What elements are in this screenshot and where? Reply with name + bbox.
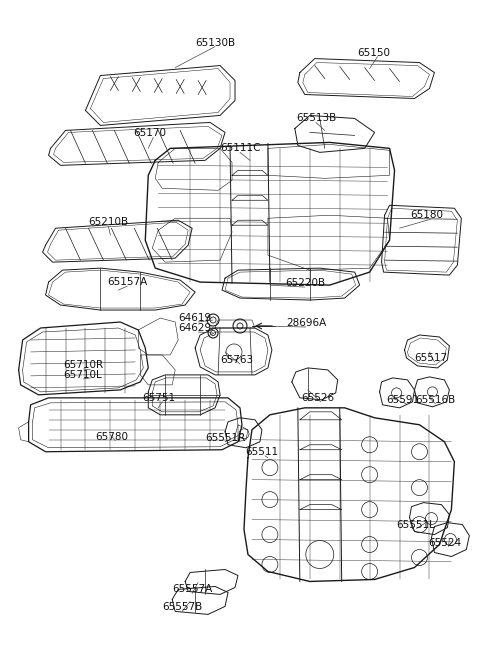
Text: 65591: 65591 (386, 395, 420, 405)
Text: 64629: 64629 (178, 323, 211, 333)
Text: 65557A: 65557A (172, 584, 213, 595)
Text: 28696A: 28696A (286, 318, 326, 328)
Text: 65710L: 65710L (63, 370, 102, 380)
Text: 65516B: 65516B (416, 395, 456, 405)
Text: 65517: 65517 (415, 353, 448, 363)
Text: 64619: 64619 (178, 313, 211, 323)
Text: 65180: 65180 (410, 210, 444, 220)
Text: 65557B: 65557B (162, 603, 203, 612)
Text: 65511: 65511 (245, 447, 278, 457)
Text: 65751: 65751 (142, 393, 175, 403)
Text: 65763: 65763 (220, 355, 253, 365)
Text: 65526: 65526 (301, 393, 334, 403)
Text: 65170: 65170 (133, 128, 166, 138)
Text: 65111C: 65111C (220, 143, 261, 153)
Text: 65157A: 65157A (108, 277, 148, 287)
Text: 65551L: 65551L (396, 519, 435, 530)
Text: 65220B: 65220B (285, 278, 325, 288)
Text: 65150: 65150 (358, 48, 391, 58)
Text: 65524: 65524 (429, 538, 462, 548)
Text: 65551R: 65551R (205, 433, 245, 443)
Text: 65130B: 65130B (195, 37, 235, 48)
Text: 65710R: 65710R (63, 360, 104, 370)
Text: 65780: 65780 (96, 432, 129, 441)
Text: 65513B: 65513B (296, 113, 336, 123)
Text: 65210B: 65210B (88, 217, 129, 227)
